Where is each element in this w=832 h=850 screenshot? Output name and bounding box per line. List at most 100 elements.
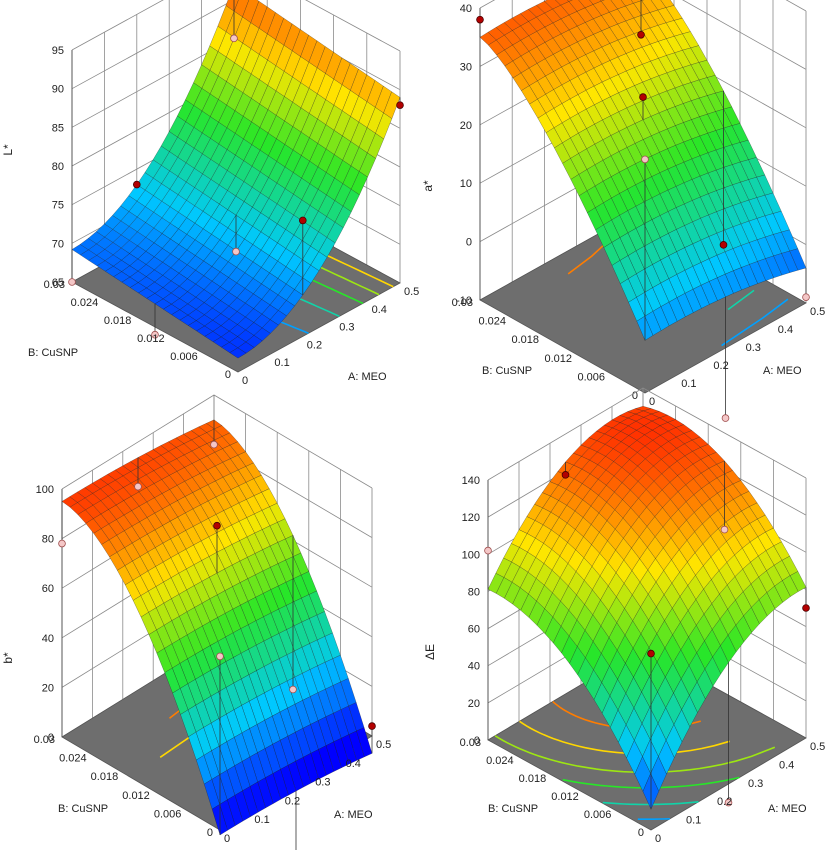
y-tick-label: 0 <box>207 827 213 839</box>
x-tick-labels: 0 0.1 0.2 0.3 0.4 0.5 <box>224 739 391 845</box>
y-axis-title: B: CuSNP <box>58 803 108 815</box>
x-tick-label: 0.2 <box>285 795 300 807</box>
design-point <box>396 101 404 109</box>
x-tick-label: 0 <box>224 833 230 845</box>
design-point <box>719 241 728 249</box>
design-point <box>134 482 142 491</box>
contour-line <box>602 801 699 806</box>
x-tick-label: 0.4 <box>372 304 387 316</box>
design-points <box>58 419 376 850</box>
y-tick-label: 0.018 <box>91 771 119 783</box>
design-point <box>58 539 66 548</box>
x-tick-label: 0.5 <box>376 739 391 751</box>
surface-patch <box>479 31 497 46</box>
design-point <box>561 471 570 479</box>
y-tick-label: 0.024 <box>478 316 506 328</box>
design-point <box>289 685 297 694</box>
design-point <box>637 30 645 39</box>
z-tick-label: 40 <box>460 3 472 15</box>
x-tick-label: 0.2 <box>717 796 732 808</box>
design-points <box>484 460 810 810</box>
contour-line <box>494 735 776 774</box>
y-tick-label: 0.006 <box>170 351 198 363</box>
x-tick-label: 0.4 <box>778 324 793 336</box>
x-tick-label: 0 <box>242 375 248 387</box>
design-point <box>133 180 141 189</box>
x-tick-label: 0.1 <box>681 378 696 390</box>
design-points <box>68 0 404 339</box>
z-tick-label: 90 <box>52 84 64 96</box>
surface-patch <box>599 0 605 2</box>
y-tick-label: 0.006 <box>577 371 605 383</box>
z-tick-label: 120 <box>462 512 480 524</box>
design-point <box>802 604 810 612</box>
response-surface <box>71 0 401 359</box>
z-tick-label: 30 <box>460 61 472 73</box>
y-tick-label: 0 <box>225 369 231 381</box>
surface-patch <box>789 248 807 271</box>
design-point <box>476 15 484 24</box>
z-tick-label: 85 <box>52 122 64 134</box>
design-points <box>476 0 810 422</box>
z-tick-label: 80 <box>468 586 480 598</box>
design-point <box>298 216 307 225</box>
y-tick-label: 0.03 <box>460 737 481 749</box>
surface-patch <box>487 573 505 594</box>
z-tick-label: 20 <box>468 698 480 710</box>
z-tick-label: 80 <box>42 534 54 546</box>
z-tick-labels: 65 70 75 80 85 90 95 <box>52 45 64 289</box>
x-tick-label: 0.3 <box>339 322 354 334</box>
design-point <box>724 798 733 807</box>
contour-line <box>727 289 755 311</box>
x-tick-label: 0.1 <box>686 815 701 827</box>
design-point <box>210 440 218 449</box>
z-tick-label: 0 <box>474 735 480 747</box>
z-tick-label: 70 <box>52 238 64 250</box>
x-tick-labels: 0 0.1 0.2 0.3 0.4 0.5 <box>242 286 419 387</box>
z-tick-label: 75 <box>52 200 64 212</box>
x-tick-label: 0 <box>655 833 661 845</box>
z-tick-labels: 0 20 40 60 80 100 120 140 <box>462 475 480 747</box>
surface-patch <box>71 244 89 256</box>
x-tick-label: 0.4 <box>346 758 361 770</box>
z-tick-label: 0 <box>48 732 54 744</box>
x-tick-label: 0.2 <box>713 360 728 372</box>
x-tick-label: 0.4 <box>779 759 794 771</box>
design-point <box>647 649 655 658</box>
x-tick-label: 0.2 <box>307 339 322 351</box>
z-tick-label: 100 <box>36 484 54 496</box>
z-tick-labels: 0 20 40 60 80 100 <box>36 484 54 744</box>
z-tick-label: 140 <box>462 475 480 487</box>
z-tick-label: 10 <box>460 178 472 190</box>
design-point <box>232 247 240 256</box>
z-tick-label: 65 <box>52 277 64 289</box>
x-axis-title: A: MEO <box>768 803 807 815</box>
x-tick-label: 0.1 <box>274 357 289 369</box>
z-axis-title: b* <box>1 652 15 664</box>
y-tick-label: 0.024 <box>486 755 514 767</box>
design-point <box>368 722 376 730</box>
x-axis-title: A: MEO <box>334 809 373 821</box>
x-axis-title: A: MEO <box>348 371 387 383</box>
y-tick-label: 0.03 <box>452 297 473 309</box>
z-tick-label: 100 <box>462 549 480 561</box>
response-surface <box>487 406 807 810</box>
x-tick-label: 0.5 <box>810 741 825 753</box>
y-tick-label: 0.012 <box>137 333 165 345</box>
y-tick-label: 0.024 <box>71 297 99 309</box>
z-tick-label: 80 <box>52 161 64 173</box>
z-tick-label: 40 <box>468 661 480 673</box>
design-point <box>216 652 224 661</box>
y-tick-label: 0.03 <box>44 279 65 291</box>
y-tick-label: 0.006 <box>584 809 612 821</box>
surface-patch <box>229 347 247 359</box>
z-tick-labels: -10 0 10 20 30 40 <box>456 3 472 307</box>
z-tick-label: 40 <box>42 633 54 645</box>
z-tick-label: 0 <box>466 237 472 249</box>
y-tick-label: 0.012 <box>122 790 150 802</box>
design-point <box>721 414 730 422</box>
contour-line <box>562 776 740 789</box>
y-tick-label: 0 <box>638 827 644 839</box>
z-axis-title: ΔE <box>423 644 437 660</box>
